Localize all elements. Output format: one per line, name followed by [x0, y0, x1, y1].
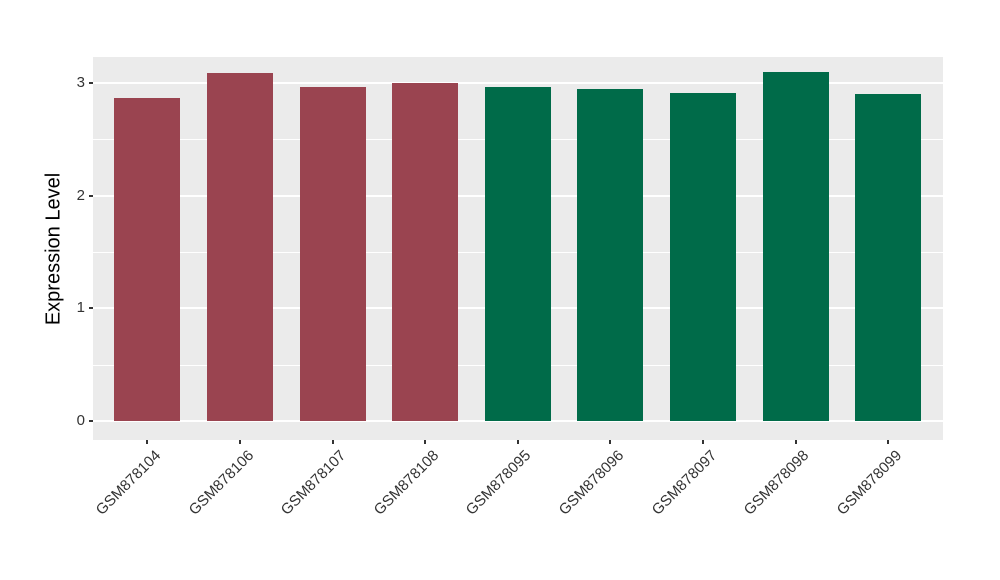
y-axis-title: Expression Level — [42, 172, 65, 326]
x-tick-label: GSM878096 — [555, 447, 628, 519]
bar-GSM878096 — [577, 88, 644, 421]
x-tick-mark — [516, 440, 519, 444]
x-tick-label: GSM878098 — [740, 447, 813, 519]
y-tick-mark — [89, 307, 93, 310]
major-gridline — [93, 420, 943, 422]
y-tick-mark — [89, 194, 93, 197]
bar-GSM878108 — [392, 82, 459, 421]
y-tick-mark — [89, 81, 93, 84]
x-tick-label: GSM878107 — [277, 447, 350, 519]
bar-GSM878098 — [762, 71, 829, 421]
bar-GSM878107 — [299, 87, 366, 421]
x-tick-mark — [701, 440, 704, 444]
x-tick-mark — [424, 440, 427, 444]
bar-GSM878106 — [206, 72, 273, 421]
major-gridline — [93, 81, 943, 84]
plot-panel — [93, 57, 943, 440]
bar-GSM878097 — [669, 93, 736, 421]
y-tick-label: 1 — [76, 299, 85, 317]
x-tick-label: GSM878108 — [370, 447, 443, 519]
x-tick-mark — [331, 440, 334, 444]
x-tick-mark — [609, 440, 612, 444]
x-tick-mark — [238, 440, 241, 444]
x-tick-label: GSM878097 — [648, 447, 720, 519]
x-tick-label: GSM878106 — [185, 447, 257, 519]
x-tick-label: GSM878104 — [92, 447, 165, 519]
y-tick-label: 3 — [76, 74, 85, 92]
y-tick-label: 2 — [76, 186, 85, 204]
x-tick-mark — [794, 440, 797, 444]
x-tick-mark — [146, 440, 149, 444]
bar-GSM878104 — [114, 97, 181, 421]
bar-GSM878099 — [855, 94, 922, 421]
y-tick-mark — [89, 420, 93, 422]
x-tick-mark — [887, 440, 890, 444]
x-tick-label: GSM878099 — [833, 447, 906, 519]
y-tick-label: 0 — [76, 412, 85, 430]
bar-GSM878095 — [484, 87, 551, 421]
x-tick-label: GSM878095 — [463, 447, 535, 519]
